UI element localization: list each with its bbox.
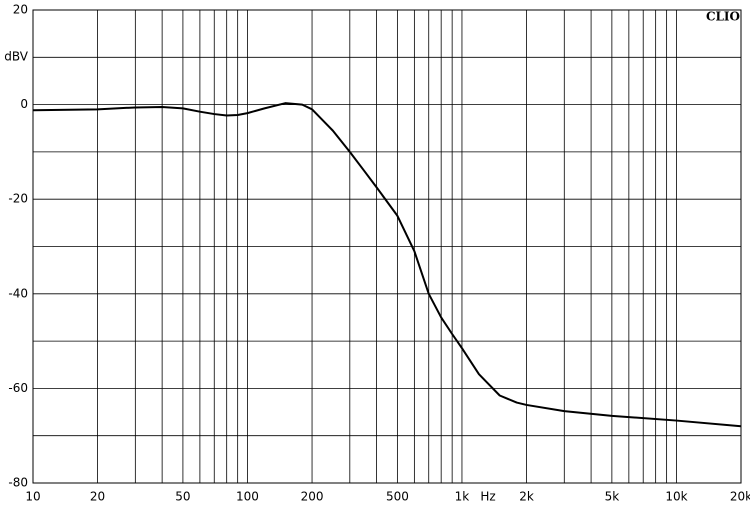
y-tick-label: -80: [8, 476, 28, 490]
x-tick-label: 20: [90, 490, 105, 504]
x-tick-label: 1k: [455, 490, 470, 504]
x-tick-label: 200: [301, 490, 324, 504]
x-tick-label: 5k: [605, 490, 620, 504]
y-tick-label: -20: [8, 192, 28, 206]
brand: CLIO: [706, 10, 740, 24]
x-tick-label: 2k: [519, 490, 534, 504]
x-tick-label: 20k: [730, 490, 750, 504]
x-axis-label: Hz: [480, 490, 495, 504]
x-tick-label: 10: [25, 490, 40, 504]
y-tick-label: 20: [13, 3, 28, 17]
response-curve: [32, 102, 742, 428]
y-axis-label: dBV: [4, 50, 28, 64]
y-tick-label: -60: [8, 381, 28, 395]
y-tick-label: -40: [8, 286, 28, 300]
x-tick-label: 100: [236, 490, 259, 504]
x-tick-label: 10k: [665, 490, 687, 504]
y-tick-label: 0: [20, 97, 28, 111]
x-tick-label: 50: [175, 490, 190, 504]
x-tick-label: 500: [386, 490, 409, 504]
